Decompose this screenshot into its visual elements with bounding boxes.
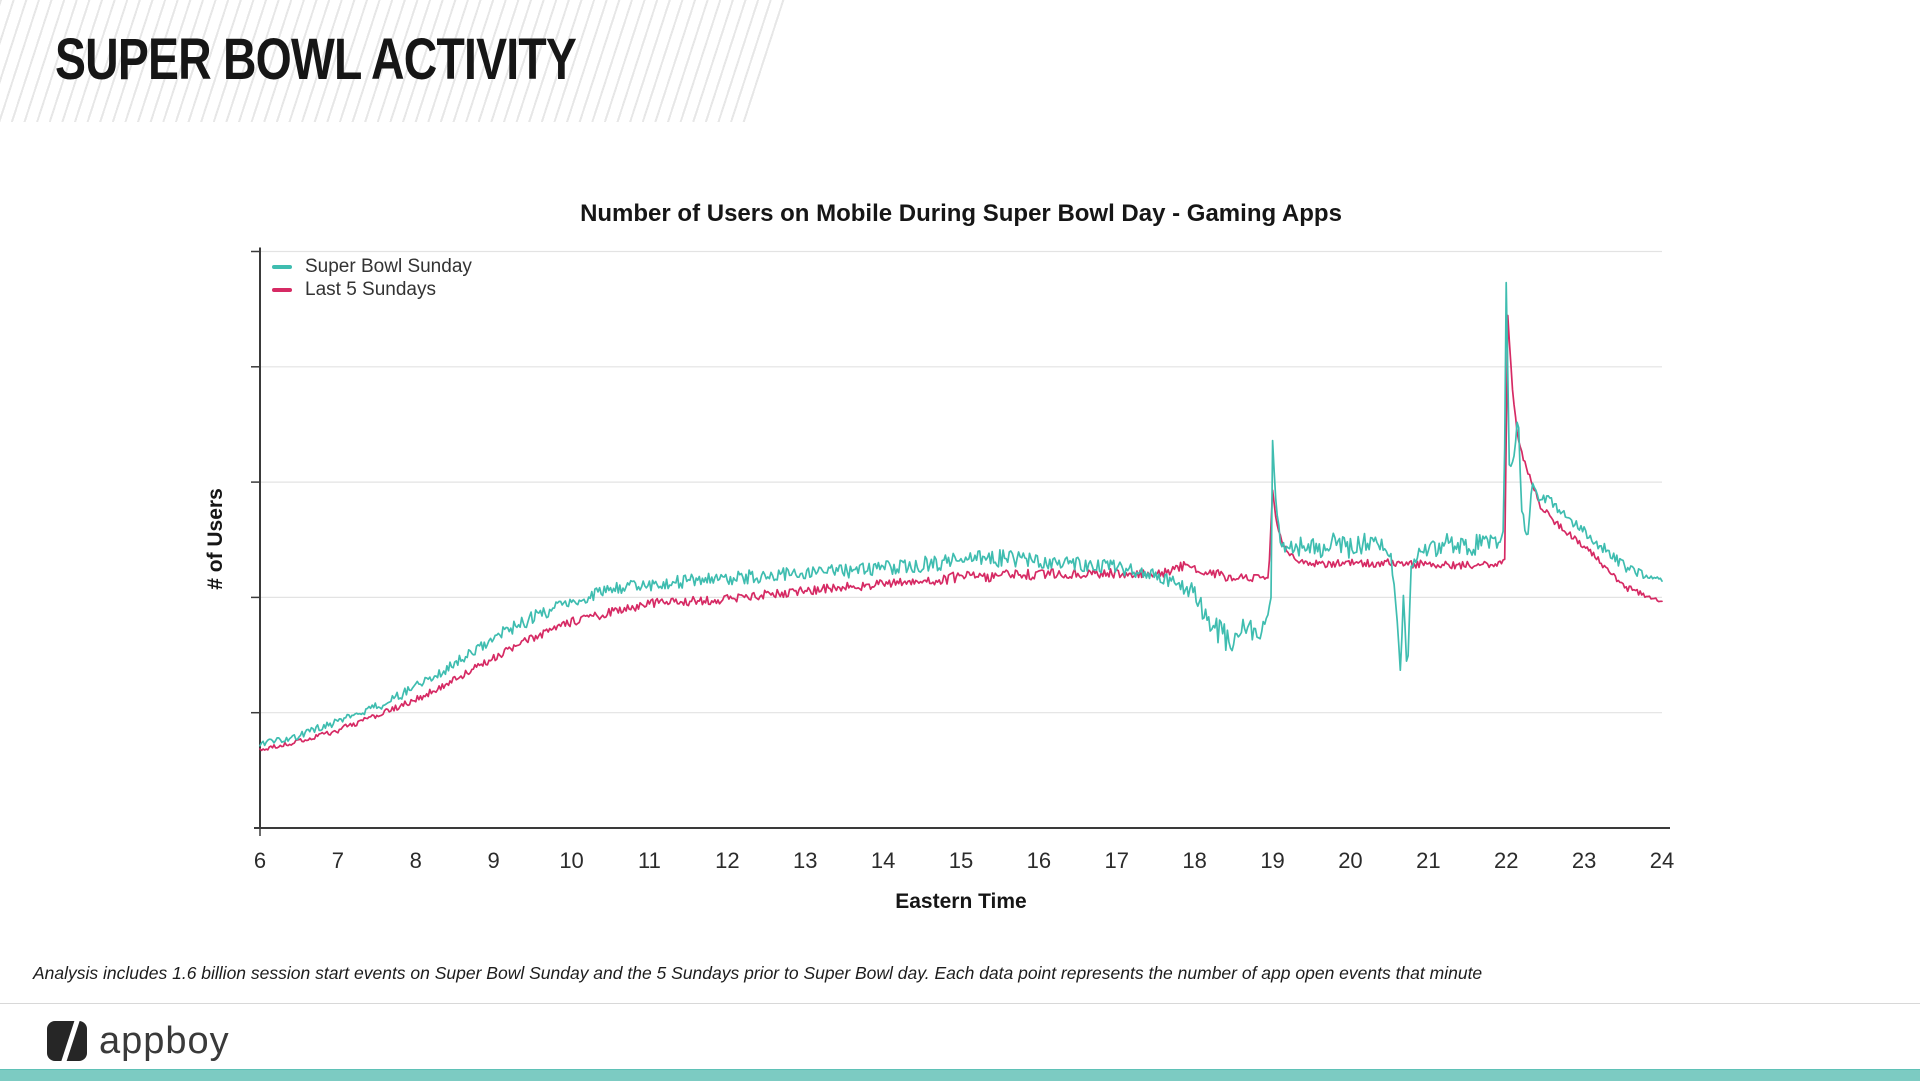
svg-text:7: 7 [332, 848, 344, 873]
appboy-logo-icon [47, 1021, 87, 1061]
legend-item-super-bowl-sunday: Super Bowl Sunday [272, 255, 472, 278]
svg-text:24: 24 [1650, 848, 1674, 873]
svg-text:22: 22 [1494, 848, 1518, 873]
page-title: SUPER BOWL ACTIVITY [55, 27, 577, 92]
x-axis-label: Eastern Time [895, 890, 1027, 913]
svg-text:14: 14 [871, 848, 895, 873]
header-hatched-band [0, 0, 792, 122]
svg-text:20: 20 [1338, 848, 1362, 873]
svg-text:11: 11 [638, 848, 661, 873]
legend-label: Last 5 Sundays [305, 278, 436, 300]
slash-icon [60, 1021, 81, 1061]
accent-bottom-bar [0, 1069, 1920, 1081]
svg-text:17: 17 [1105, 848, 1129, 873]
svg-text:18: 18 [1182, 848, 1206, 873]
y-axis-label: # of Users [204, 488, 227, 590]
svg-text:15: 15 [949, 848, 973, 873]
legend-swatch-teal [272, 264, 292, 269]
svg-text:21: 21 [1416, 848, 1440, 873]
analysis-footnote: Analysis includes 1.6 billion session st… [33, 963, 1483, 983]
svg-text:8: 8 [410, 848, 422, 873]
svg-text:9: 9 [488, 848, 500, 873]
legend-label: Super Bowl Sunday [305, 255, 472, 277]
svg-text:10: 10 [559, 848, 583, 873]
appboy-logo: appboy [47, 1021, 230, 1061]
legend-swatch-pink [272, 287, 292, 292]
brand-name: appboy [99, 1020, 230, 1062]
svg-text:6: 6 [254, 848, 266, 873]
chart-title: Number of Users on Mobile During Super B… [580, 200, 1342, 227]
footer: appboy [0, 1003, 1920, 1070]
svg-text:19: 19 [1260, 848, 1284, 873]
chart-legend: Super Bowl Sunday Last 5 Sundays [272, 255, 472, 301]
svg-text:13: 13 [793, 848, 817, 873]
svg-text:16: 16 [1027, 848, 1051, 873]
svg-text:12: 12 [715, 848, 739, 873]
legend-item-last-5-sundays: Last 5 Sundays [272, 278, 472, 301]
svg-text:23: 23 [1572, 848, 1596, 873]
